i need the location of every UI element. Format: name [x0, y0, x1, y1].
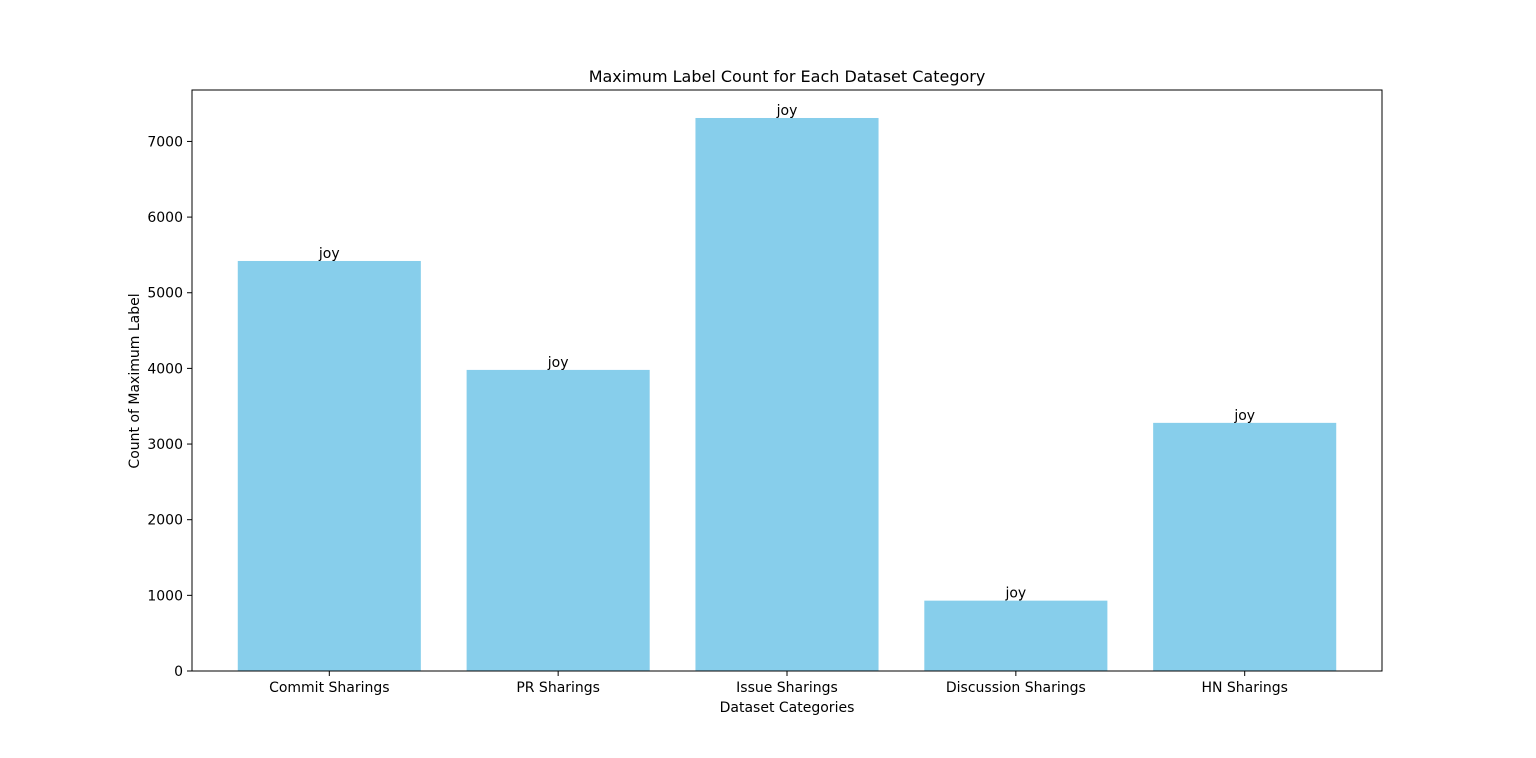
- y-tick-label: 0: [174, 664, 183, 680]
- x-axis-ticks: Commit Sharings PR Sharings Issue Sharings…: [269, 671, 1288, 696]
- bar: [695, 117, 879, 671]
- bar-data-label: joy: [1004, 586, 1026, 602]
- y-tick-label: 3000: [147, 437, 183, 453]
- y-tick-label: 5000: [147, 286, 183, 302]
- x-tick-label: Discussion Sharings: [946, 680, 1086, 696]
- y-tick-label: 7000: [147, 134, 183, 150]
- bar-data-label: joy: [1233, 408, 1255, 424]
- bars-group: joy joy joy joy joy: [237, 103, 1337, 671]
- y-tick-label: 2000: [147, 513, 183, 529]
- bar-data-label: joy: [547, 355, 569, 371]
- y-axis-ticks: 0 1000 2000 3000 4000 5000 6000 7000: [147, 134, 192, 680]
- plot-frame: [191, 89, 1383, 672]
- x-tick-label: HN Sharings: [1201, 680, 1288, 696]
- y-tick-label: 4000: [147, 361, 183, 377]
- bar: [466, 369, 650, 671]
- y-tick-label: 1000: [147, 588, 183, 604]
- bar: [1153, 422, 1337, 671]
- x-tick-label: PR Sharings: [516, 680, 600, 696]
- bar: [237, 260, 421, 671]
- x-axis-label: Dataset Categories: [720, 700, 855, 716]
- bar-data-label: joy: [318, 246, 340, 262]
- bar-data-label: joy: [776, 103, 798, 119]
- x-tick-label: Commit Sharings: [269, 680, 389, 696]
- bar: [924, 600, 1108, 671]
- chart-title: Maximum Label Count for Each Dataset Cat…: [589, 67, 986, 86]
- x-tick-label: Issue Sharings: [736, 680, 838, 696]
- y-axis-label: Count of Maximum Label: [127, 293, 143, 468]
- y-tick-label: 6000: [147, 210, 183, 226]
